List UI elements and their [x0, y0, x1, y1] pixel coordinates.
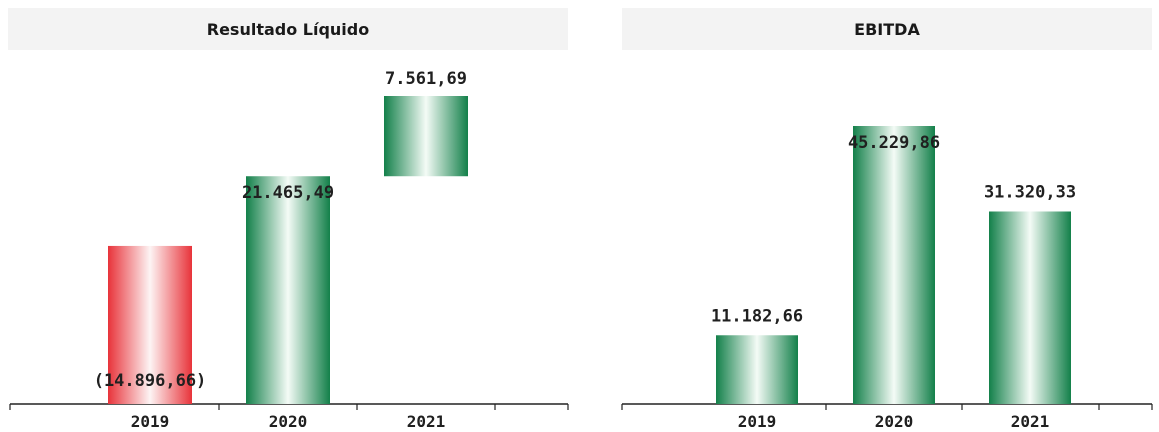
- chart2-value-label-2019: 11.182,66: [711, 306, 803, 326]
- chart1-tick-label-2021: 2021: [407, 412, 446, 431]
- chart2-value-label-2020: 45.229,86: [848, 133, 940, 153]
- chart2-tick-label-2020: 2020: [875, 412, 914, 431]
- chart2-value-label-2021: 31.320,33: [984, 182, 1076, 202]
- chart2-title: EBITDA: [854, 20, 920, 39]
- chart1-bar-2019: [108, 245, 192, 404]
- chart1-tick-label-2019: 2019: [131, 412, 170, 431]
- chart1-bar-2020: [246, 176, 330, 404]
- chart1-title-band: [8, 8, 568, 50]
- chart1-value-label-2019: (14.896,66): [94, 371, 207, 391]
- chart2-title-band: [622, 8, 1152, 50]
- chart1-value-label-2021: 7.561,69: [385, 69, 467, 89]
- chart1-title: Resultado Líquido: [206, 20, 370, 39]
- chart1-value-label-2020: 21.465,49: [242, 183, 334, 203]
- chart1-tick-label-2020: 2020: [269, 412, 308, 431]
- chart2-bar-2021: [989, 211, 1071, 404]
- chart2-bar-2020: [853, 126, 935, 404]
- chart2-bar-2019: [716, 335, 798, 404]
- chart2-tick-label-2021: 2021: [1011, 412, 1050, 431]
- chart1-bar-2021: [384, 96, 468, 177]
- chart2-tick-label-2019: 2019: [738, 412, 777, 431]
